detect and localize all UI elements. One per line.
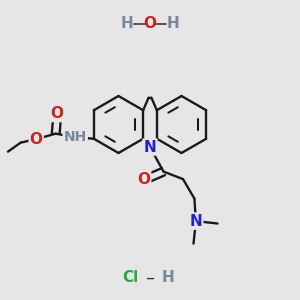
Text: O: O (143, 16, 157, 32)
Text: O: O (137, 172, 150, 187)
Text: O: O (30, 131, 43, 147)
Text: O: O (51, 106, 64, 121)
Text: NH: NH (64, 130, 87, 144)
Text: –: – (146, 268, 154, 286)
Text: N: N (144, 140, 156, 154)
Text: Cl: Cl (122, 270, 139, 285)
Text: N: N (190, 214, 202, 229)
Text: H: H (162, 270, 174, 285)
Text: H: H (166, 16, 179, 32)
Text: H: H (121, 16, 134, 32)
